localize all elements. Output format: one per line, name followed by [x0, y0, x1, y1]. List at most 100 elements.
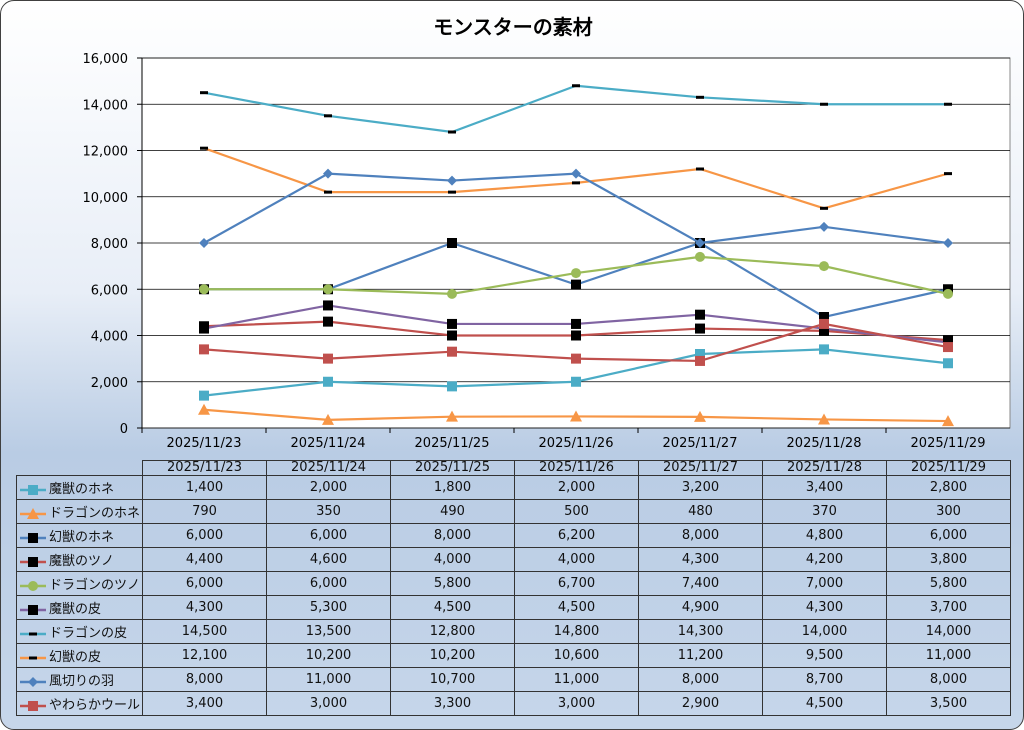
data-point-square [199, 344, 209, 355]
data-point-square [28, 532, 38, 543]
legend-label: 魔獣のホネ [49, 482, 115, 497]
legend-cell: ドラゴンのツノ [16, 571, 143, 596]
y-tick-label: 16,000 [83, 52, 129, 67]
y-tick-label: 12,000 [83, 145, 129, 160]
data-cell: 790 [142, 499, 267, 524]
data-point-dash [820, 206, 828, 210]
data-point-diamond [28, 676, 38, 687]
data-point-square [695, 355, 705, 366]
data-point-circle [695, 251, 705, 262]
column-header: 2025/11/24 [266, 460, 391, 476]
data-cell: 8,000 [638, 523, 763, 548]
table-header-row: 2025/11/23 2025/11/24 2025/11/25 2025/11/26… [17, 460, 1011, 476]
data-point-dash [572, 84, 580, 88]
data-cell: 4,500 [390, 595, 515, 620]
legend-key-icon [20, 484, 46, 495]
legend-key-icon [20, 604, 46, 615]
table-row: ドラゴンのホネ 790 350 490 500 480 370 300 [16, 499, 1011, 524]
data-point-dash [200, 91, 208, 95]
data-cell: 9,500 [762, 643, 887, 668]
data-cell: 2,800 [886, 475, 1011, 500]
data-cell: 490 [390, 499, 515, 524]
data-cell: 10,600 [514, 643, 639, 668]
data-point-square [571, 330, 581, 341]
x-tick-label: 2025/11/24 [291, 436, 366, 451]
data-cell: 370 [762, 499, 887, 524]
data-point-square [323, 316, 333, 327]
x-tick-label: 2025/11/28 [787, 436, 862, 451]
data-point-square [571, 376, 581, 387]
x-tick-label: 2025/11/27 [663, 436, 738, 451]
legend-cell: ドラゴンのホネ [16, 499, 143, 524]
data-cell: 14,500 [142, 619, 267, 644]
legend-key-icon [20, 632, 46, 635]
x-tick-label: 2025/11/29 [911, 436, 986, 451]
data-cell: 300 [886, 499, 1011, 524]
data-cell: 4,500 [762, 691, 887, 716]
data-point-diamond [695, 238, 705, 248]
data-cell: 8,000 [638, 667, 763, 692]
data-point-square [447, 346, 457, 357]
data-cell: 6,200 [514, 523, 639, 548]
data-point-circle [199, 284, 209, 295]
data-point-triangle [570, 410, 582, 422]
data-point-dash [29, 656, 37, 659]
data-cell: 2,000 [266, 475, 391, 500]
data-cell: 1,800 [390, 475, 515, 500]
data-point-dash [29, 632, 37, 635]
data-point-square [199, 390, 209, 401]
table-row: 幻獣の皮 12,100 10,200 10,200 10,600 11,200 9,500 1… [16, 643, 1011, 668]
y-tick-label: 14,000 [83, 98, 129, 113]
table-row: 魔獣の皮 4,300 5,300 4,500 4,500 4,900 4,300 3,700 [16, 595, 1011, 620]
data-point-circle [447, 288, 457, 299]
data-point-square [943, 342, 953, 353]
data-point-square [571, 353, 581, 364]
column-header: 2025/11/25 [390, 460, 515, 476]
data-point-diamond [943, 238, 953, 248]
data-point-diamond [199, 238, 209, 248]
legend-cell: 幻獣の皮 [16, 643, 143, 668]
data-cell: 3,000 [514, 691, 639, 716]
data-point-triangle [198, 403, 210, 415]
data-point-triangle [27, 507, 39, 519]
data-cell: 480 [638, 499, 763, 524]
series-9 [199, 168, 953, 248]
table-row: 風切りの羽 8,000 11,000 10,700 11,000 8,000 8,700 8,… [16, 667, 1011, 692]
data-point-square [819, 344, 829, 355]
data-point-square [819, 312, 829, 322]
data-point-square [28, 484, 38, 495]
data-cell: 5,800 [390, 571, 515, 596]
series-10 [199, 318, 953, 366]
y-tick-label: 2,000 [91, 376, 128, 391]
data-point-circle [943, 288, 953, 299]
data-cell: 4,300 [142, 595, 267, 620]
table-row: 幻獣のホネ 6,000 6,000 8,000 6,200 8,000 4,800 6,000 [16, 523, 1011, 548]
data-point-dash [324, 114, 332, 118]
x-tick-label: 2025/11/25 [415, 436, 490, 451]
column-header: 2025/11/23 [142, 460, 267, 476]
legend-key-icon [20, 556, 46, 567]
legend-key-icon [20, 532, 46, 543]
data-point-dash [820, 102, 828, 106]
data-point-square [695, 323, 705, 334]
data-point-dash [448, 130, 456, 134]
data-cell: 350 [266, 499, 391, 524]
line-chart: 0 2,000 4,000 6,000 8,000 10,000 12,000 14,000 1… [83, 52, 1011, 451]
legend-label: 幻獣のホネ [49, 530, 115, 545]
data-cell: 12,100 [142, 643, 267, 668]
data-point-dash [696, 95, 704, 99]
data-point-dash [572, 181, 580, 185]
data-point-triangle [942, 415, 954, 427]
y-tick-label: 6,000 [91, 283, 128, 298]
series-2 [198, 403, 954, 427]
data-cell: 14,000 [886, 619, 1011, 644]
data-cell: 7,400 [638, 571, 763, 596]
data-point-triangle [446, 410, 458, 422]
data-cell: 5,300 [266, 595, 391, 620]
data-cell: 11,000 [266, 667, 391, 692]
data-cell: 4,900 [638, 595, 763, 620]
y-tick-label: 0 [120, 422, 128, 437]
data-cell: 3,400 [762, 475, 887, 500]
legend-cell: 魔獣の皮 [16, 595, 143, 620]
data-cell: 2,900 [638, 691, 763, 716]
